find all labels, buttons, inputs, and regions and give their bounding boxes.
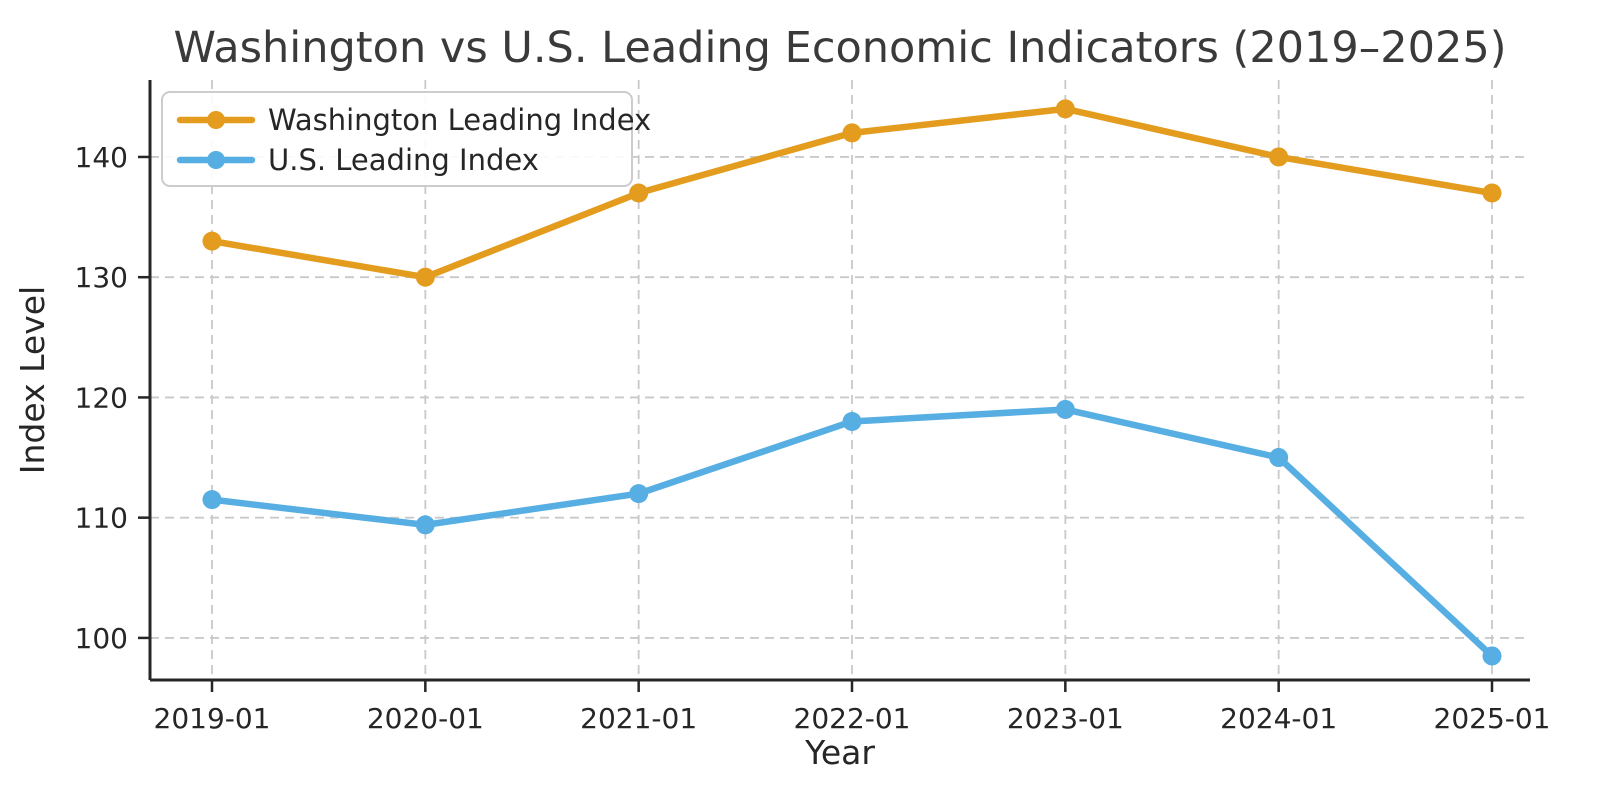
chart-title: Washington vs U.S. Leading Economic Indi… <box>174 23 1507 73</box>
legend-label: Washington Leading Index <box>268 103 651 137</box>
x-tick-label: 2019-01 <box>154 702 271 735</box>
x-tick-label: 2020-01 <box>367 702 484 735</box>
y-tick-label: 130 <box>75 261 128 294</box>
x-tick-label: 2021-01 <box>580 702 697 735</box>
data-point-marker <box>1269 147 1289 167</box>
x-axis-label: Year <box>804 733 875 772</box>
x-tick-label: 2023-01 <box>1007 702 1124 735</box>
data-point-marker <box>1482 183 1502 203</box>
legend-swatch-marker <box>207 151 225 169</box>
data-point-marker <box>202 490 222 510</box>
data-point-marker <box>415 515 435 535</box>
legend: Washington Leading Index U.S. Leading Ind… <box>161 91 651 187</box>
axis-ticks: 100 110 120 130 140 2019-01 2020-01 2021-01 2022… <box>75 141 1551 735</box>
x-tick-label: 2024-01 <box>1220 702 1337 735</box>
y-axis-label: Index Level <box>13 286 52 474</box>
legend-label: U.S. Leading Index <box>268 143 539 177</box>
legend-swatch-marker <box>207 111 225 129</box>
data-point-marker <box>629 484 649 504</box>
series-layer <box>202 99 1502 666</box>
legend-box <box>161 91 633 187</box>
y-tick-label: 140 <box>75 141 128 174</box>
x-tick-label: 2022-01 <box>794 702 911 735</box>
y-tick-label: 100 <box>75 622 128 655</box>
data-point-marker <box>415 267 435 287</box>
y-tick-label: 120 <box>75 381 128 414</box>
data-point-marker <box>842 123 862 143</box>
data-point-marker <box>1482 646 1502 666</box>
data-point-marker <box>1269 448 1289 468</box>
y-tick-label: 110 <box>75 502 128 535</box>
data-point-marker <box>1055 99 1075 119</box>
x-tick-label: 2025-01 <box>1434 702 1551 735</box>
data-point-marker <box>842 411 862 431</box>
data-point-marker <box>1055 399 1075 419</box>
axes-spines <box>148 80 1530 682</box>
data-point-marker <box>629 183 649 203</box>
data-point-marker <box>202 231 222 251</box>
